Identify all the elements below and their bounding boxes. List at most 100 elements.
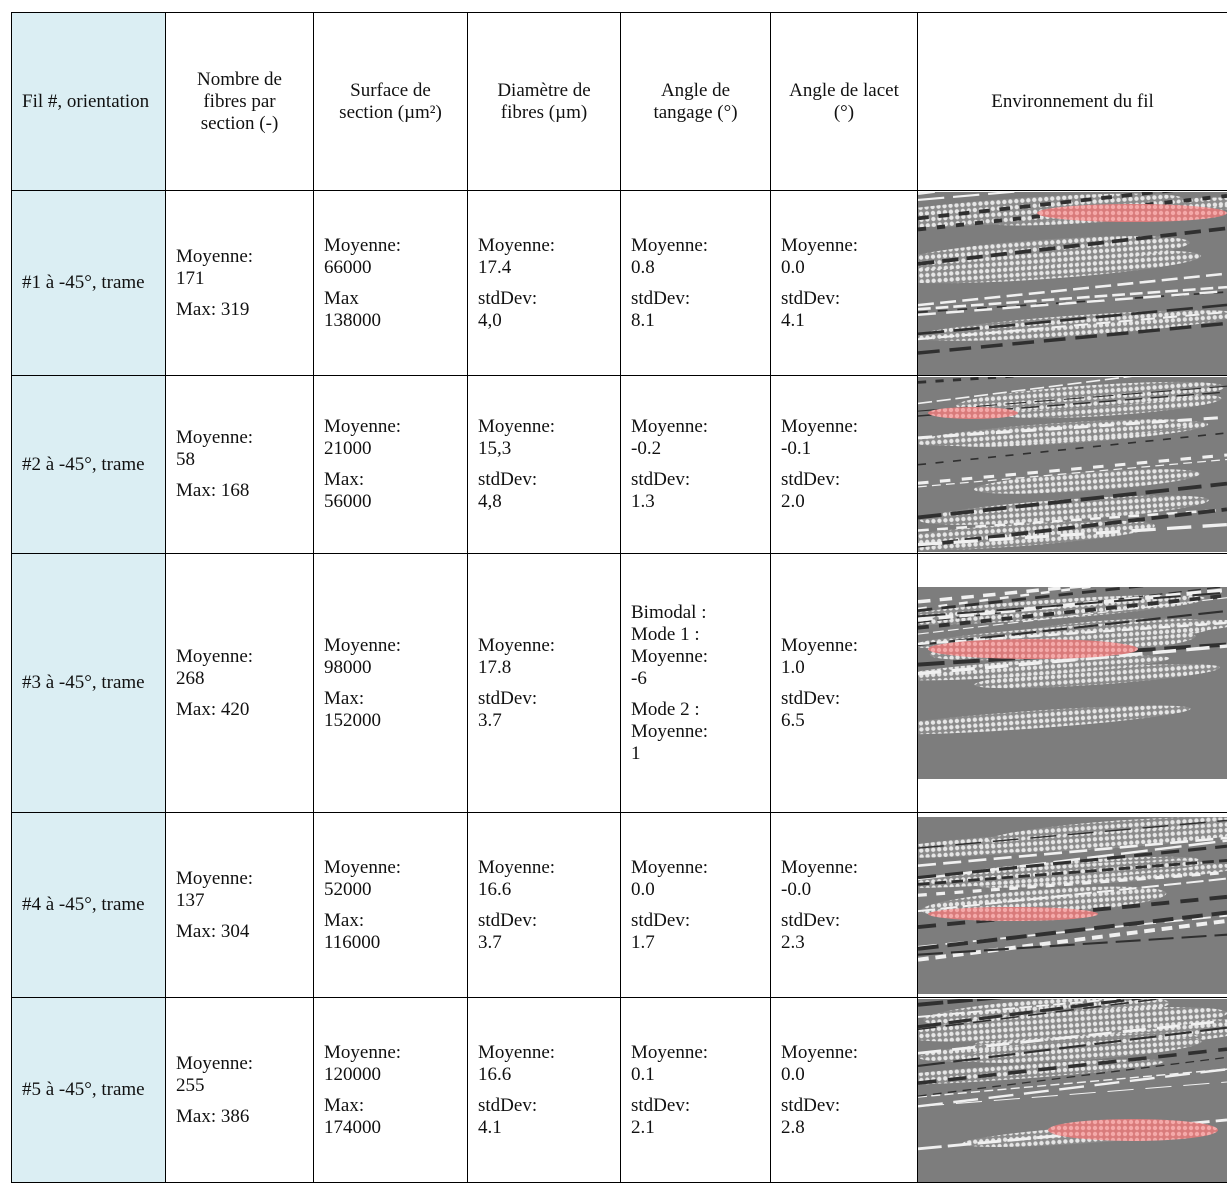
cell-line: 3.7 bbox=[478, 932, 610, 954]
cell-paragraph: stdDev:1.3 bbox=[631, 469, 760, 513]
cell-paragraph: Moyenne:-0.2 bbox=[631, 416, 760, 460]
cell-paragraph: Bimodal :Mode 1 :Moyenne:-6 bbox=[631, 602, 760, 690]
cell-paragraph: stdDev:1.7 bbox=[631, 910, 760, 954]
cell-paragraph: Mode 2 :Moyenne:1 bbox=[631, 699, 760, 765]
cell-paragraph: Moyenne:120000 bbox=[324, 1042, 457, 1086]
fibre-image bbox=[918, 377, 1227, 552]
cell-line: stdDev: bbox=[631, 1095, 760, 1117]
cell-line: 0.0 bbox=[631, 879, 760, 901]
header-cell: Surface de section (µm²) bbox=[314, 13, 468, 191]
cell-line: 0.8 bbox=[631, 257, 760, 279]
cell-line: 137 bbox=[176, 890, 303, 912]
cell-line: -0.2 bbox=[631, 438, 760, 460]
row-label: #3 à -45°, trame bbox=[12, 554, 166, 813]
highlighted-yarn bbox=[1037, 204, 1227, 222]
cell-paragraph: stdDev:2.3 bbox=[781, 910, 907, 954]
cell-line: 2.8 bbox=[781, 1117, 907, 1139]
cell-line: Moyenne: bbox=[631, 235, 760, 257]
cell-line: stdDev: bbox=[781, 910, 907, 932]
cell-paragraph: Moyenne:58 bbox=[176, 427, 303, 471]
cell-line: Moyenne: bbox=[631, 646, 760, 668]
header-cell: Angle de lacet (°) bbox=[771, 13, 918, 191]
cell-line: Max: 319 bbox=[176, 299, 303, 321]
cell-line: 56000 bbox=[324, 491, 457, 513]
cell-line: 255 bbox=[176, 1075, 303, 1097]
cell-line: Moyenne: bbox=[324, 857, 457, 879]
cell-line: Moyenne: bbox=[478, 416, 610, 438]
cell-line: Moyenne: bbox=[324, 635, 457, 657]
cell-line: 4.1 bbox=[478, 1117, 610, 1139]
cell-line: Moyenne: bbox=[176, 1053, 303, 1075]
header-cell: Angle de tangage (°) bbox=[621, 13, 771, 191]
cell-paragraph: stdDev:4,8 bbox=[478, 469, 610, 513]
cell-paragraph: stdDev:2.8 bbox=[781, 1095, 907, 1139]
cell-paragraph: Moyenne:171 bbox=[176, 246, 303, 290]
cell-paragraph: Max:116000 bbox=[324, 910, 457, 954]
data-cell: Moyenne:58 Max: 168 bbox=[166, 376, 314, 554]
cell-line: Moyenne: bbox=[631, 857, 760, 879]
cell-line: 52000 bbox=[324, 879, 457, 901]
data-cell: Moyenne:171 Max: 319 bbox=[166, 191, 314, 376]
header-cell: Nombre de fibres par section (-) bbox=[166, 13, 314, 191]
cell-paragraph: Moyenne:268 bbox=[176, 646, 303, 690]
fibre-image bbox=[918, 192, 1227, 375]
cell-line: Max: 386 bbox=[176, 1106, 303, 1128]
cell-line: Moyenne: bbox=[176, 427, 303, 449]
cell-line: Moyenne: bbox=[324, 416, 457, 438]
data-cell: Bimodal :Mode 1 :Moyenne:-6 Mode 2 :Moyen… bbox=[621, 554, 771, 813]
cell-paragraph: stdDev:3.7 bbox=[478, 688, 610, 732]
cell-line: 98000 bbox=[324, 657, 457, 679]
cell-line: 0.0 bbox=[781, 1064, 907, 1086]
data-cell: Moyenne:0.0 stdDev:1.7 bbox=[621, 813, 771, 998]
cell-line: Moyenne: bbox=[781, 635, 907, 657]
cell-paragraph: Moyenne:98000 bbox=[324, 635, 457, 679]
highlighted-yarn bbox=[928, 407, 1018, 419]
cell-line: stdDev: bbox=[478, 910, 610, 932]
cell-paragraph: Moyenne:-0.1 bbox=[781, 416, 907, 460]
cell-line: 138000 bbox=[324, 310, 457, 332]
cell-paragraph: Moyenne:16.6 bbox=[478, 857, 610, 901]
cell-line: Moyenne: bbox=[324, 235, 457, 257]
cell-line: 4.1 bbox=[781, 310, 907, 332]
cell-line: 116000 bbox=[324, 932, 457, 954]
fibre-image bbox=[918, 999, 1227, 1182]
row-label: #4 à -45°, trame bbox=[12, 813, 166, 998]
row-label: #2 à -45°, trame bbox=[12, 376, 166, 554]
cell-line: Max: 420 bbox=[176, 699, 303, 721]
cell-line: 171 bbox=[176, 268, 303, 290]
cell-paragraph: Moyenne:137 bbox=[176, 868, 303, 912]
cell-paragraph: Max: 304 bbox=[176, 921, 303, 943]
cell-paragraph: Moyenne:0.8 bbox=[631, 235, 760, 279]
cell-line: Max: 168 bbox=[176, 480, 303, 502]
image-cell bbox=[918, 191, 1227, 376]
cell-line: stdDev: bbox=[631, 288, 760, 310]
cell-line: Moyenne: bbox=[478, 857, 610, 879]
cell-paragraph: Moyenne:0.0 bbox=[631, 857, 760, 901]
cell-line: stdDev: bbox=[478, 688, 610, 710]
cell-paragraph: stdDev:6.5 bbox=[781, 688, 907, 732]
cell-line: Max bbox=[324, 288, 457, 310]
cell-line: 16.6 bbox=[478, 1064, 610, 1086]
cell-line: stdDev: bbox=[631, 469, 760, 491]
row-label: #1 à -45°, trame bbox=[12, 191, 166, 376]
highlighted-yarn bbox=[928, 907, 1098, 921]
cell-line: 16.6 bbox=[478, 879, 610, 901]
cell-line: 17.4 bbox=[478, 257, 610, 279]
cell-paragraph: Max:174000 bbox=[324, 1095, 457, 1139]
cell-line: 66000 bbox=[324, 257, 457, 279]
fibre-image bbox=[918, 817, 1227, 994]
header-cell: Diamètre de fibres (µm) bbox=[468, 13, 621, 191]
cell-line: 2.1 bbox=[631, 1117, 760, 1139]
